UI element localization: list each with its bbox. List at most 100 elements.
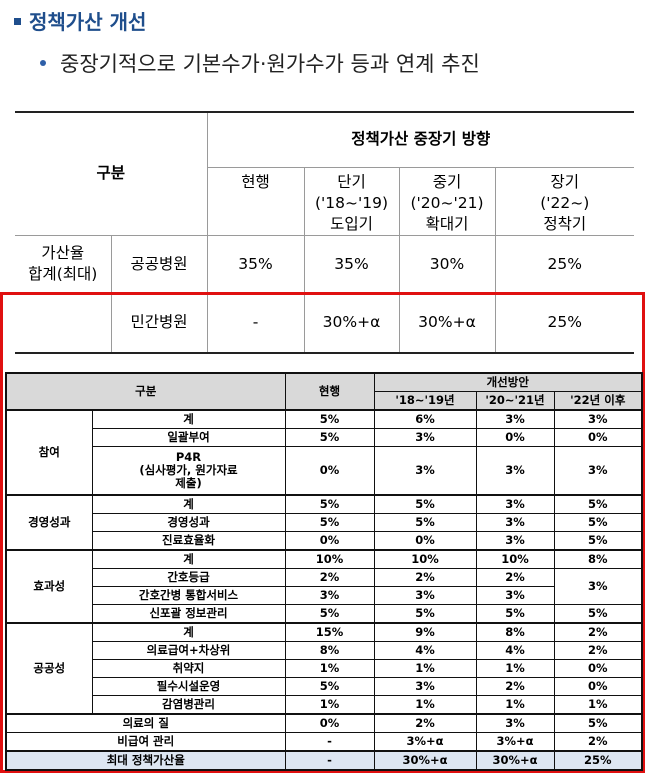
section-heading: 정책가산 개선	[14, 6, 146, 35]
cell: 5%	[373, 493, 477, 514]
cell: 5%	[284, 493, 375, 514]
cell: 8%	[553, 548, 643, 569]
improvement-table: 구분 현행 개선방안 '18~'19년 '20~'21년 '22년 이후 참여 …	[5, 372, 644, 771]
cell: 2%	[475, 676, 555, 696]
cell: 8%	[284, 640, 375, 660]
section-heading-text: 정책가산 개선	[29, 10, 147, 34]
cell: 5%	[553, 530, 643, 550]
cell: 5%	[284, 409, 375, 429]
col-mid-2: ('20~'21)	[410, 193, 484, 212]
cell: 0%	[553, 428, 643, 447]
cell: 25%	[494, 234, 635, 294]
col-long-2: ('22~)	[540, 193, 590, 212]
item: 간호등급	[91, 567, 286, 587]
cell: 2%	[553, 621, 643, 642]
sub-heading: 중장기적으로 기본수가·원가수가 등과 연계 추진	[40, 48, 480, 78]
item: 계	[91, 409, 286, 429]
cell: 0%	[284, 530, 375, 550]
cell: 0%	[373, 530, 477, 550]
cell: 25%	[553, 749, 643, 770]
cell: 30%+α	[303, 292, 400, 354]
cell: 35%	[303, 234, 400, 294]
square-bullet-icon	[14, 18, 21, 25]
cell: 35%	[206, 234, 305, 294]
cell: 9%	[373, 621, 477, 642]
empty-cell	[15, 292, 112, 354]
cell: 5%	[373, 603, 477, 623]
cell: 3%+α	[373, 731, 477, 751]
cell: 3%	[373, 428, 477, 447]
cell: -	[284, 749, 375, 770]
row-label-1: 가산율	[41, 244, 85, 262]
cell: 1%	[475, 694, 555, 714]
cell: 5%	[553, 712, 643, 733]
item-p4r-2: (심사평가, 원가자료	[139, 462, 238, 477]
cell: 2%	[553, 731, 643, 751]
item-p4r: P4R (심사평가, 원가자료 제출)	[91, 446, 286, 495]
cell: 2%	[284, 567, 375, 587]
cell: 2%	[373, 567, 477, 587]
cell: 3%	[475, 409, 555, 429]
cell: 3%	[284, 585, 375, 605]
cell: 5%	[553, 493, 643, 514]
row-quality: 의료의 질	[5, 712, 286, 733]
cell: 15%	[284, 621, 375, 642]
cell: 10%	[373, 548, 477, 569]
cell: 5%	[475, 603, 555, 623]
cell: 3%	[553, 409, 643, 429]
cell: 10%	[475, 548, 555, 569]
hdr-period-3: '22년 이후	[553, 391, 643, 411]
item-p4r-1: P4R	[175, 449, 202, 464]
cell: 1%	[553, 694, 643, 714]
col-long-1: 장기	[550, 172, 580, 191]
hdr-period-2: '20~'21년	[475, 391, 555, 411]
col-mid-1: 중기	[432, 172, 462, 191]
row-max-rate: 최대 정책가산율	[5, 749, 286, 770]
cell: 2%	[373, 712, 477, 733]
round-bullet-icon	[40, 60, 46, 66]
row-noncovered: 비급여 관리	[5, 731, 286, 751]
category-header: 구분	[15, 111, 208, 236]
group-effectiveness: 효과성	[5, 548, 93, 623]
cell: 2%	[553, 640, 643, 660]
col-mid: 중기 ('20~'21) 확대기	[398, 166, 496, 236]
hdr-plan: 개선방안	[373, 372, 643, 392]
cell: 30%	[398, 234, 496, 294]
col-long-3: 정착기	[543, 214, 587, 233]
item: 경영성과	[91, 512, 286, 532]
cell: 30%+α	[373, 749, 477, 770]
cell: 0%	[475, 428, 555, 447]
item-p4r-3: 제출)	[175, 475, 202, 490]
cell: 0%	[284, 712, 375, 733]
cell: 0%	[553, 676, 643, 696]
col-current: 현행	[206, 166, 305, 236]
row-private: 민간병원	[110, 292, 208, 354]
hdr-period-1: '18~'19년	[373, 391, 477, 411]
direction-header: 정책가산 중장기 방향	[206, 111, 635, 168]
cell: 5%	[373, 512, 477, 532]
item: 필수시설운영	[91, 676, 286, 696]
cell: 8%	[475, 621, 555, 642]
cell: 1%	[284, 694, 375, 714]
cell: 5%	[284, 676, 375, 696]
cell: 5%	[553, 512, 643, 532]
cell: 3%	[475, 493, 555, 514]
cell: 6%	[373, 409, 477, 429]
cell: 5%	[553, 603, 643, 623]
cell: 5%	[284, 512, 375, 532]
cell: 3%	[475, 585, 555, 605]
col-short-2: ('18~'19)	[314, 193, 389, 212]
cell: 3%	[475, 712, 555, 733]
cell: 3%	[553, 446, 643, 495]
cell: 3%	[373, 446, 477, 495]
cell: 30%+α	[475, 749, 555, 770]
cell: 0%	[553, 658, 643, 678]
hdr-category: 구분	[5, 372, 286, 411]
cell: 1%	[373, 694, 477, 714]
cell: 3%	[373, 585, 477, 605]
col-long: 장기 ('22~) 정착기	[494, 166, 635, 236]
policy-direction-table: 구분 정책가산 중장기 방향 현행 단기 ('18~'19) 도입기 중기 ('20~…	[15, 111, 635, 354]
item: 계	[91, 493, 286, 514]
row-public: 공공병원	[110, 234, 208, 294]
cell: -	[206, 292, 305, 354]
